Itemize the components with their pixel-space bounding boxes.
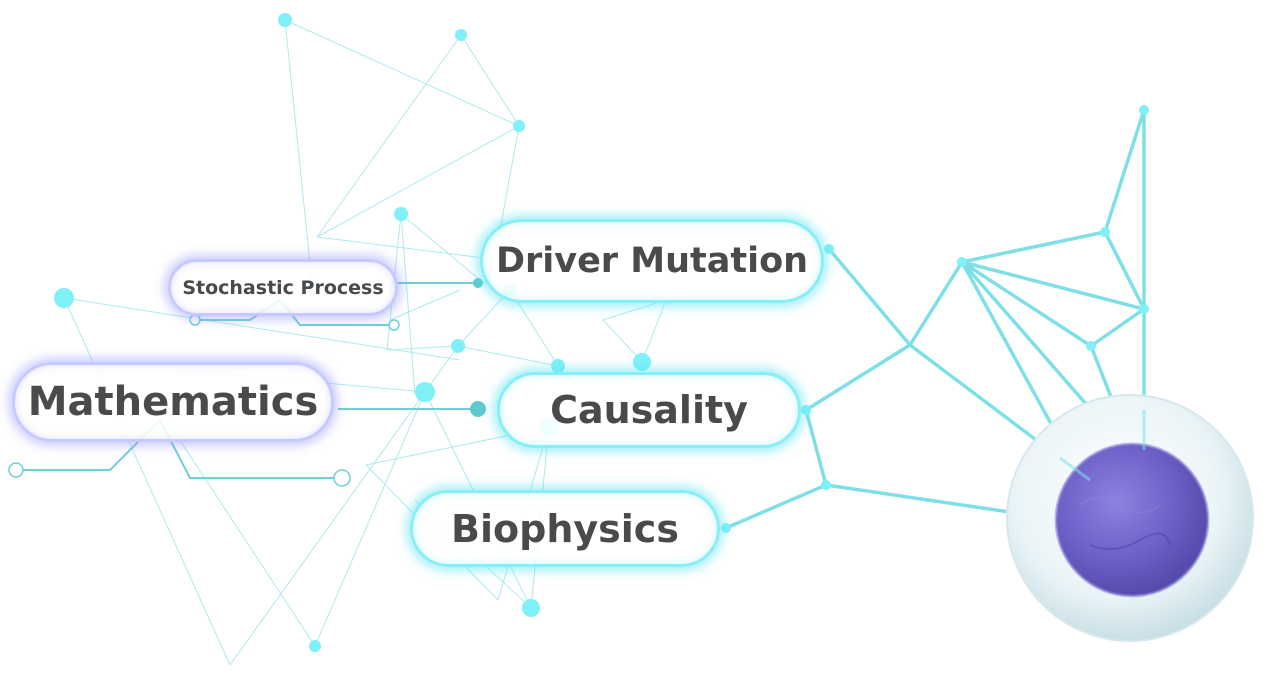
causality-label: Causality <box>497 372 801 448</box>
mathematics-label: Mathematics <box>12 362 334 442</box>
biophysics-label: Biophysics <box>410 490 720 567</box>
stochastic-process-label: Stochastic Process <box>168 259 398 316</box>
driver-mutation-label: Driver Mutation <box>480 219 824 303</box>
cell-icon <box>1006 394 1254 642</box>
